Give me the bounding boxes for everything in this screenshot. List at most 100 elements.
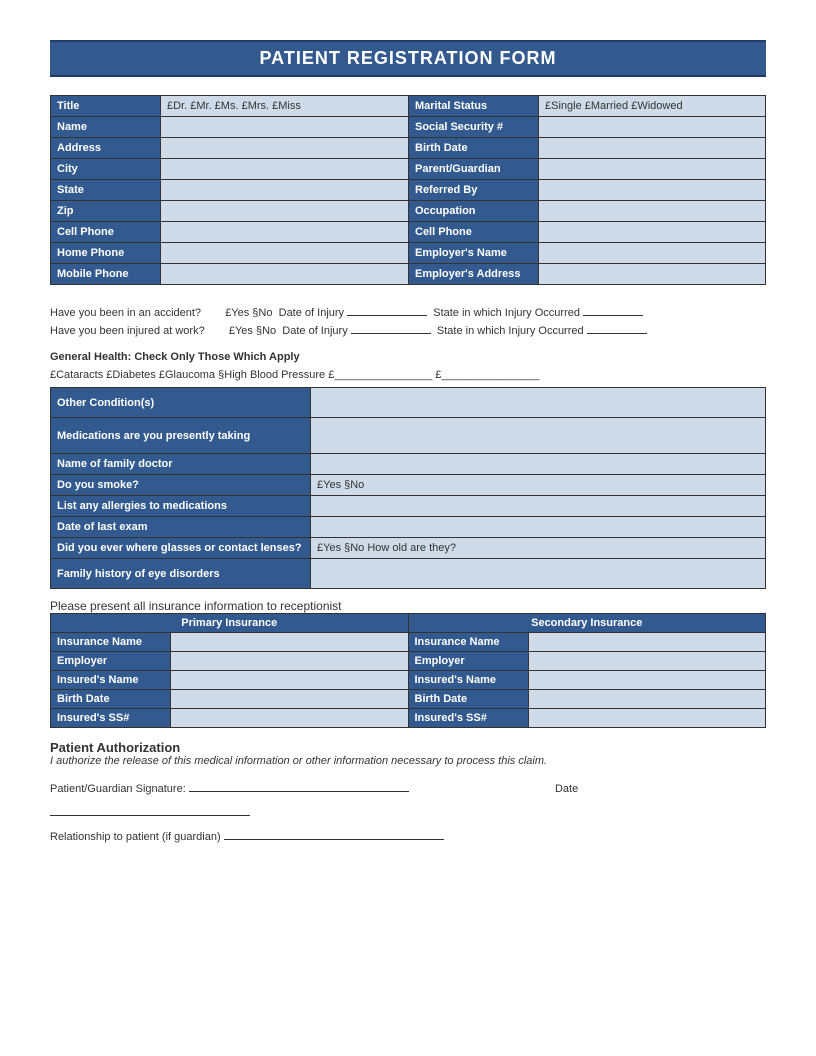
val-emp-addr[interactable] — [539, 264, 766, 285]
val-state[interactable] — [161, 180, 409, 201]
val-occupation[interactable] — [539, 201, 766, 222]
lbl-mobile: Mobile Phone — [51, 264, 161, 285]
state-label: State in which Injury Occurred — [433, 307, 580, 319]
primary-hdr: Primary Insurance — [51, 614, 409, 633]
val-last-exam[interactable] — [311, 517, 766, 538]
p-ss-val[interactable] — [171, 709, 409, 728]
lbl-ssn: Social Security # — [409, 117, 539, 138]
lbl-occupation: Occupation — [409, 201, 539, 222]
accident-q2: Have you been injured at work? — [50, 325, 205, 337]
p-employer: Employer — [51, 652, 171, 671]
doi-label-2: Date of Injury — [282, 325, 347, 337]
s-birth-val[interactable] — [528, 690, 766, 709]
s-ins-name: Insurance Name — [408, 633, 528, 652]
lbl-cell: Cell Phone — [51, 222, 161, 243]
val-city[interactable] — [161, 159, 409, 180]
val-eye-history[interactable] — [311, 559, 766, 589]
s-ss-val[interactable] — [528, 709, 766, 728]
val-home[interactable] — [161, 243, 409, 264]
demographics-table: Title £Dr. £Mr. £Ms. £Mrs. £Miss Marital… — [50, 95, 766, 285]
val-smoke[interactable]: £Yes §No — [311, 475, 766, 496]
doi-field-1[interactable] — [347, 305, 427, 316]
val-cell2[interactable] — [539, 222, 766, 243]
lbl-state: State — [51, 180, 161, 201]
val-name[interactable] — [161, 117, 409, 138]
p-ins-name-val[interactable] — [171, 633, 409, 652]
lbl-other-cond: Other Condition(s) — [51, 388, 311, 418]
lbl-allergies: List any allergies to medications — [51, 496, 311, 517]
accident-q2-yn[interactable]: £Yes §No — [229, 325, 276, 337]
accident-q1-line: Have you been in an accident? £Yes §No D… — [50, 305, 766, 319]
accident-q1-yn[interactable]: £Yes §No — [225, 307, 272, 319]
lbl-title: Title — [51, 96, 161, 117]
s-employer: Employer — [408, 652, 528, 671]
sig-label: Patient/Guardian Signature: — [50, 783, 186, 795]
state-label-2: State in which Injury Occurred — [437, 325, 584, 337]
s-insured-name: Insured's Name — [408, 671, 528, 690]
val-title[interactable]: £Dr. £Mr. £Ms. £Mrs. £Miss — [161, 96, 409, 117]
p-birth-val[interactable] — [171, 690, 409, 709]
val-guardian[interactable] — [539, 159, 766, 180]
p-ss: Insured's SS# — [51, 709, 171, 728]
val-birthdate[interactable] — [539, 138, 766, 159]
date-label: Date — [555, 783, 578, 795]
signature-line: Patient/Guardian Signature: Date — [50, 781, 766, 795]
p-ins-name: Insurance Name — [51, 633, 171, 652]
insurance-table: Primary Insurance Secondary Insurance In… — [50, 613, 766, 728]
lbl-smoke: Do you smoke? — [51, 475, 311, 496]
p-birth: Birth Date — [51, 690, 171, 709]
health-options[interactable]: £Cataracts £Diabetes £Glaucoma §High Blo… — [50, 369, 766, 381]
val-address[interactable] — [161, 138, 409, 159]
s-ss: Insured's SS# — [408, 709, 528, 728]
secondary-hdr: Secondary Insurance — [408, 614, 766, 633]
lbl-medications: Medications are you presently taking — [51, 418, 311, 454]
auth-title: Patient Authorization — [50, 740, 766, 755]
val-family-doctor[interactable] — [311, 454, 766, 475]
state-field-2[interactable] — [587, 323, 647, 334]
val-allergies[interactable] — [311, 496, 766, 517]
general-health-heading: General Health: Check Only Those Which A… — [50, 351, 766, 363]
s-ins-name-val[interactable] — [528, 633, 766, 652]
lbl-zip: Zip — [51, 201, 161, 222]
sig-field[interactable] — [189, 781, 409, 792]
lbl-referred: Referred By — [409, 180, 539, 201]
lbl-birthdate: Birth Date — [409, 138, 539, 159]
relationship-line: Relationship to patient (if guardian) — [50, 829, 766, 843]
sig-field-2[interactable] — [50, 805, 250, 816]
form-title: PATIENT REGISTRATION FORM — [50, 40, 766, 77]
p-insured-name: Insured's Name — [51, 671, 171, 690]
rel-field[interactable] — [224, 829, 444, 840]
lbl-glasses: Did you ever where glasses or contact le… — [51, 538, 311, 559]
val-referred[interactable] — [539, 180, 766, 201]
lbl-cell2: Cell Phone — [409, 222, 539, 243]
p-employer-val[interactable] — [171, 652, 409, 671]
lbl-address: Address — [51, 138, 161, 159]
val-emp-name[interactable] — [539, 243, 766, 264]
lbl-eye-history: Family history of eye disorders — [51, 559, 311, 589]
s-employer-val[interactable] — [528, 652, 766, 671]
s-insured-name-val[interactable] — [528, 671, 766, 690]
lbl-marital: Marital Status — [409, 96, 539, 117]
val-mobile[interactable] — [161, 264, 409, 285]
lbl-city: City — [51, 159, 161, 180]
val-cell[interactable] — [161, 222, 409, 243]
val-zip[interactable] — [161, 201, 409, 222]
accident-q2-line: Have you been injured at work? £Yes §No … — [50, 323, 766, 337]
doi-label: Date of Injury — [279, 307, 344, 319]
doi-field-2[interactable] — [351, 323, 431, 334]
insurance-heading: Please present all insurance information… — [50, 599, 766, 613]
val-other-cond[interactable] — [311, 388, 766, 418]
val-medications[interactable] — [311, 418, 766, 454]
rel-label: Relationship to patient (if guardian) — [50, 831, 221, 843]
lbl-name: Name — [51, 117, 161, 138]
val-marital[interactable]: £Single £Married £Widowed — [539, 96, 766, 117]
lbl-family-doctor: Name of family doctor — [51, 454, 311, 475]
lbl-emp-name: Employer's Name — [409, 243, 539, 264]
accident-q1: Have you been in an accident? — [50, 307, 201, 319]
p-insured-name-val[interactable] — [171, 671, 409, 690]
s-birth: Birth Date — [408, 690, 528, 709]
val-glasses[interactable]: £Yes §No How old are they? — [311, 538, 766, 559]
lbl-emp-addr: Employer's Address — [409, 264, 539, 285]
state-field-1[interactable] — [583, 305, 643, 316]
val-ssn[interactable] — [539, 117, 766, 138]
